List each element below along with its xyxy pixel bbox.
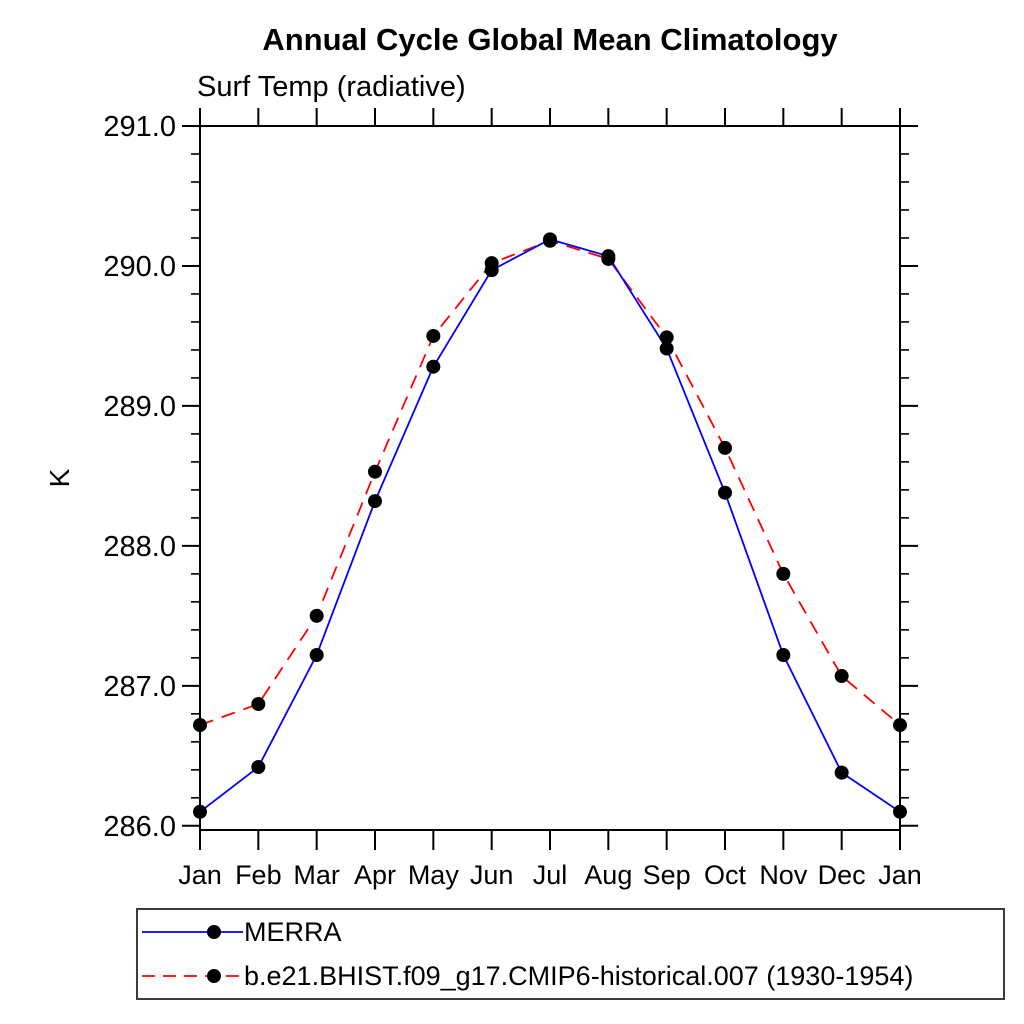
x-tick-label: Apr: [354, 860, 396, 890]
legend-label-model: b.e21.BHIST.f09_g17.CMIP6-historical.007…: [244, 960, 914, 991]
legend-box: MERRA b.e21.BHIST.f09_g17.CMIP6-historic…: [136, 908, 1005, 1000]
data-point: [776, 648, 791, 663]
y-tick-label: 290.0: [103, 251, 176, 283]
y-tick-label: 288.0: [103, 531, 176, 563]
legend-row-model: b.e21.BHIST.f09_g17.CMIP6-historical.007…: [138, 956, 1003, 996]
legend-row-merra: MERRA: [138, 912, 1003, 952]
x-tick-label: Jan: [878, 860, 922, 890]
data-point: [193, 718, 207, 733]
data-point: [718, 440, 732, 455]
y-tick-label: 287.0: [103, 671, 176, 703]
y-tick-label: 286.0: [103, 811, 176, 843]
data-point: [834, 669, 849, 684]
x-tick-label: Aug: [584, 860, 632, 890]
series-line-1: [199, 239, 901, 726]
data-point: [426, 359, 441, 374]
series-line-0: [199, 238, 901, 813]
legend-sample-marker: [207, 969, 221, 983]
data-point: [718, 485, 732, 500]
data-point: [426, 328, 441, 343]
y-tick-label: 291.0: [103, 111, 176, 143]
x-tick-label: Nov: [759, 860, 808, 890]
data-point: [193, 804, 207, 819]
y-tick-label: 289.0: [103, 391, 176, 423]
data-point: [368, 464, 382, 479]
data-point: [893, 804, 907, 819]
x-tick-label: Feb: [235, 860, 282, 890]
legend-line-sample-merra: [142, 925, 243, 939]
data-point: [659, 341, 674, 356]
data-point: [251, 697, 266, 712]
legend-sample-marker: [207, 925, 221, 939]
chart-subtitle: Surf Temp (radiative): [197, 71, 466, 103]
legend-line-sample-model: [142, 969, 243, 983]
x-tick-label: Sep: [643, 860, 691, 890]
plot-frame: [199, 125, 901, 831]
data-point: [309, 648, 324, 663]
data-point: [601, 249, 616, 264]
x-tick-label: Dec: [818, 860, 866, 890]
data-point: [776, 566, 791, 581]
x-tick-label: Jul: [533, 860, 568, 890]
legend-label-merra: MERRA: [244, 916, 342, 947]
x-tick-label: May: [408, 860, 460, 890]
data-point: [484, 263, 499, 278]
data-point: [368, 494, 382, 509]
chart-title: Annual Cycle Global Mean Climatology: [262, 22, 838, 57]
data-point: [893, 718, 907, 733]
x-tick-label: Jun: [470, 860, 514, 890]
data-point: [834, 765, 849, 780]
x-tick-label: Oct: [704, 860, 747, 890]
data-point: [659, 330, 674, 345]
x-tick-label: Mar: [293, 860, 340, 890]
data-point: [251, 760, 266, 775]
x-tick-label: Jan: [178, 860, 222, 890]
data-point: [543, 232, 557, 247]
data-point: [309, 608, 324, 623]
